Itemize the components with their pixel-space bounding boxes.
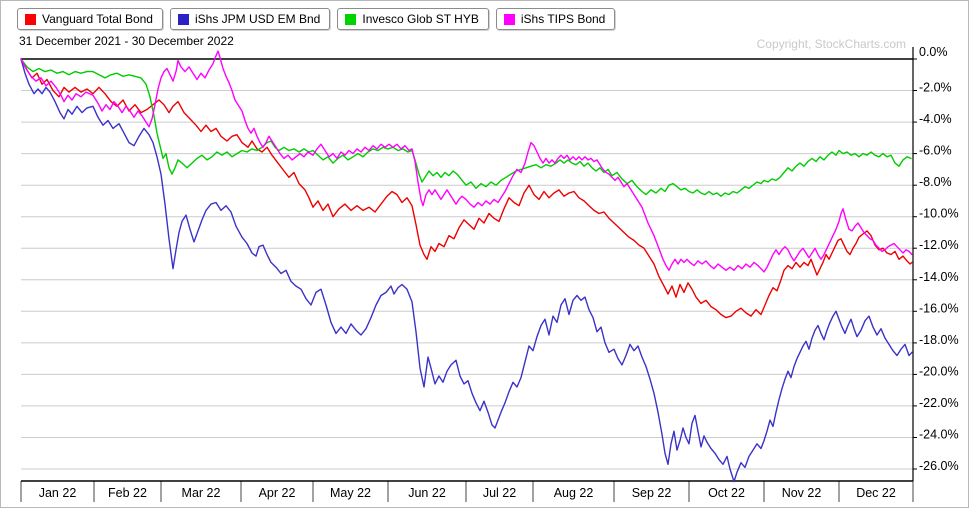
y-axis-label: -10.0% xyxy=(919,207,959,221)
x-axis-label: Aug 22 xyxy=(554,486,594,500)
y-axis-label: -18.0% xyxy=(919,333,959,347)
y-axis-label: -6.0% xyxy=(919,144,952,158)
y-axis-label: -8.0% xyxy=(919,175,952,189)
x-axis-label: Mar 22 xyxy=(182,486,221,500)
red-series-swatch-icon xyxy=(25,13,36,25)
legend: Vanguard Total Bond iShs JPM USD EM Bnd … xyxy=(17,8,616,30)
x-axis-label: Nov 22 xyxy=(782,486,822,500)
legend-label: Vanguard Total Bond xyxy=(42,12,153,26)
green-series-swatch-icon xyxy=(345,13,357,25)
y-axis-label: -2.0% xyxy=(919,81,952,95)
magenta-series-swatch-icon xyxy=(503,13,515,25)
x-axis-label: Dec 22 xyxy=(856,486,896,500)
y-axis-label: -24.0% xyxy=(919,428,959,442)
legend-label: iShs TIPS Bond xyxy=(520,12,606,26)
y-axis-label: -12.0% xyxy=(919,238,959,252)
y-axis-label: 0.0% xyxy=(919,45,948,59)
y-axis-label: -16.0% xyxy=(919,301,959,315)
x-axis-label: Jul 22 xyxy=(483,486,516,500)
x-axis-label: Jun 22 xyxy=(408,486,446,500)
y-axis-label: -26.0% xyxy=(919,459,959,473)
x-axis-label: May 22 xyxy=(330,486,371,500)
legend-item-ishs-tips-bond[interactable]: iShs TIPS Bond xyxy=(495,8,616,30)
legend-item-ishs-jpm-usd-em-bnd[interactable]: iShs JPM USD EM Bnd xyxy=(169,8,331,30)
copyright-label: Copyright, StockCharts.com xyxy=(756,37,906,51)
date-range-label: 31 December 2021 - 30 December 2022 xyxy=(19,34,234,48)
legend-label: iShs JPM USD EM Bnd xyxy=(194,12,321,26)
legend-item-vanguard-total-bond[interactable]: Vanguard Total Bond xyxy=(17,8,163,30)
series-line-vanguard-total-bond xyxy=(20,58,913,319)
legend-item-invesco-glob-st-hyb[interactable]: Invesco Glob ST HYB xyxy=(337,8,489,30)
legend-label: Invesco Glob ST HYB xyxy=(362,12,479,26)
y-axis-label: -22.0% xyxy=(919,396,959,410)
y-axis-label: -20.0% xyxy=(919,364,959,378)
series-line-ishs-jpm-usd-em-bnd xyxy=(20,58,913,483)
x-axis-label: Sep 22 xyxy=(632,486,672,500)
x-axis-label: Apr 22 xyxy=(259,486,296,500)
blue-series-swatch-icon xyxy=(177,13,189,25)
x-axis-label: Jan 22 xyxy=(39,486,77,500)
y-axis-label: -14.0% xyxy=(919,270,959,284)
x-axis-label: Feb 22 xyxy=(108,486,147,500)
series-line-ishs-tips-bond xyxy=(20,50,913,273)
series-line-invesco-glob-st-hyb xyxy=(20,58,912,197)
y-axis-label: -4.0% xyxy=(919,112,952,126)
x-axis-label: Oct 22 xyxy=(708,486,745,500)
